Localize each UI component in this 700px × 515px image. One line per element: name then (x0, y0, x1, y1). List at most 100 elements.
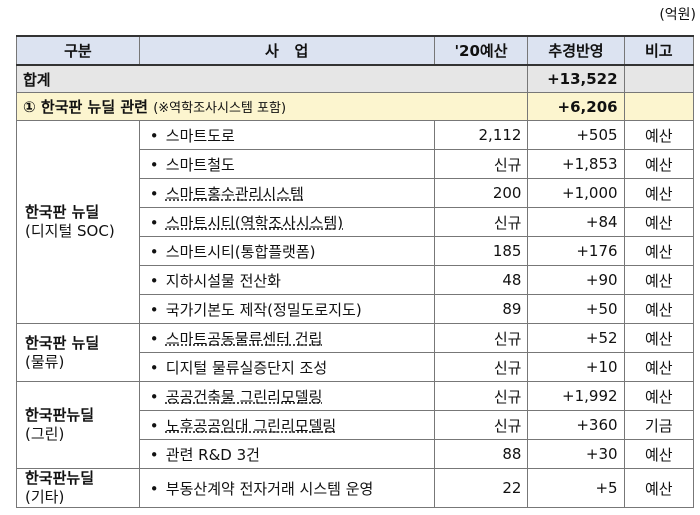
project-name-cell: • 스마트시티(역학조사시스템) (138, 207, 435, 237)
bullet-icon: • (149, 155, 159, 174)
project-name: 스마트공동물류센터 건립 (165, 329, 323, 348)
project-name: 공공건축물 그린리모델링 (165, 387, 323, 406)
group-category: 한국판 뉴딜 (물류) (16, 323, 140, 382)
bullet-icon: • (149, 213, 159, 232)
header-row: 구분 사 업 '20예산 추경반영 비고 (16, 35, 695, 66)
group-category: 한국판뉴딜 (그린) (16, 381, 140, 469)
project-name: 스마트시티(역학조사시스템) (165, 213, 344, 232)
project-name-cell: • 부동산계약 전자거래 시스템 운영 (138, 468, 435, 508)
bullet-icon: • (149, 271, 159, 290)
subtotal-label: ① 한국판 뉴딜 관련 (23, 98, 148, 116)
header-project: 사 업 (138, 35, 435, 66)
note-value: 예산 (623, 439, 695, 469)
note-value: 예산 (623, 381, 695, 411)
table-row: 한국판뉴딜 (그린) • 공공건축물 그린리모델링 신규 +1,992 예산 (16, 381, 695, 469)
project-name-cell: • 노후공공임대 그린리모델링 (138, 410, 435, 440)
table-row: 한국판 뉴딜 (디지털 SOC) • 스마트도로 2,112 +505 예산 (16, 120, 695, 324)
header-supplementary: 추경반영 (527, 35, 625, 66)
project-name-cell: • 관련 R&D 3건 (138, 439, 435, 469)
note-value: 예산 (623, 468, 695, 508)
supplementary-value: +10 (527, 352, 625, 382)
supplementary-value: +90 (527, 265, 625, 295)
bullet-icon: • (149, 329, 159, 348)
supplementary-value: +505 (527, 120, 625, 150)
budget-2020: 신규 (433, 352, 529, 382)
subtotal-row: ① 한국판 뉴딜 관련 (※역학조사시스템 포함) +6,206 (15, 92, 695, 121)
bullet-icon: • (149, 445, 159, 464)
header-note: 비고 (623, 35, 695, 66)
header-category: 구분 (16, 35, 140, 66)
total-value: +13,522 (527, 64, 625, 93)
supplementary-value: +52 (527, 323, 625, 353)
project-name: 디지털 물류실증단지 조성 (165, 358, 328, 377)
group-subtitle: (기타) (25, 488, 65, 506)
budget-2020: 48 (433, 265, 529, 295)
budget-2020: 22 (433, 468, 529, 508)
table-row: • 스마트시티(통합플랫폼) 185 +176 예산 (17, 236, 695, 266)
group-title: 한국판뉴딜 (25, 469, 95, 488)
project-name-cell: • 국가기본도 제작(정밀도로지도) (138, 294, 435, 324)
group-title: 한국판 뉴딜 (25, 333, 100, 352)
group-title: 한국판뉴딜 (25, 406, 95, 424)
project-name: 부동산계약 전자거래 시스템 운영 (165, 479, 374, 498)
group-title: 한국판 뉴딜 (25, 203, 100, 221)
project-name-cell: • 스마트시티(통합플랫폼) (138, 236, 435, 266)
project-name-cell: • 공공건축물 그린리모델링 (138, 381, 435, 411)
bullet-icon: • (149, 300, 159, 319)
project-name: 스마트시티(통합플랫폼) (165, 242, 316, 261)
group-category: 한국판 뉴딜 (디지털 SOC) (16, 120, 140, 324)
note-value: 기금 (623, 410, 695, 440)
subtotal-value: +6,206 (527, 92, 625, 121)
budget-2020: 2,112 (433, 120, 529, 150)
note-value: 예산 (623, 236, 695, 266)
project-name-cell: • 스마트도로 (138, 120, 435, 150)
supplementary-value: +360 (527, 410, 625, 440)
table-row: • 스마트철도 신규 +1,853 예산 (17, 149, 695, 179)
bullet-icon: • (149, 358, 159, 377)
header-budget2020: '20예산 (433, 35, 529, 66)
supplementary-value: +1,000 (527, 178, 625, 208)
budget-2020: 88 (433, 439, 529, 469)
project-name: 국가기본도 제작(정밀도로지도) (165, 300, 362, 319)
note-value: 예산 (623, 178, 695, 208)
bullet-icon: • (149, 126, 159, 145)
unit-label: (억원) (659, 7, 696, 23)
project-name-cell: • 스마트홍수관리시스템 (138, 178, 435, 208)
group-subtitle: (그린) (25, 425, 65, 443)
table-row: • 디지털 물류실증단지 조성 신규 +10 예산 (17, 352, 695, 382)
project-name-cell: • 디지털 물류실증단지 조성 (138, 352, 435, 382)
project-name-cell: • 스마트철도 (138, 149, 435, 179)
bullet-icon: • (149, 184, 159, 203)
supplementary-value: +176 (527, 236, 625, 266)
note-value: 예산 (623, 294, 695, 324)
bullet-icon: • (149, 242, 159, 261)
budget-table: 구분 사 업 '20예산 추경반영 비고 합계 +13,522 ① 한국판 뉴딜… (15, 35, 695, 508)
project-name: 관련 R&D 3건 (165, 445, 260, 464)
total-label: 합계 (15, 64, 529, 93)
project-name-cell: • 스마트공동물류센터 건립 (138, 323, 435, 353)
bullet-icon: • (149, 416, 159, 435)
group-subtitle: (물류) (25, 352, 65, 371)
budget-2020: 신규 (433, 323, 529, 353)
table-row: • 관련 R&D 3건 88 +30 예산 (17, 439, 695, 469)
supplementary-value: +50 (527, 294, 625, 324)
budget-2020: 신규 (433, 381, 529, 411)
project-name: 스마트도로 (165, 126, 235, 145)
supplementary-value: +84 (527, 207, 625, 237)
supplementary-value: +1,992 (527, 381, 625, 411)
note-value: 예산 (623, 207, 695, 237)
note-value: 예산 (623, 352, 695, 382)
supplementary-value: +30 (527, 439, 625, 469)
budget-2020: 89 (433, 294, 529, 324)
project-name: 스마트철도 (165, 155, 235, 174)
note-value: 예산 (623, 323, 695, 353)
budget-2020: 185 (433, 236, 529, 266)
table-row: 한국판 뉴딜 (물류) • 스마트공동물류센터 건립 신규 +52 예산 (16, 323, 695, 382)
supplementary-value: +1,853 (527, 149, 625, 179)
note-value: 예산 (623, 265, 695, 295)
subtotal-note-cell (623, 92, 695, 121)
total-row: 합계 +13,522 (15, 64, 695, 93)
note-value: 예산 (623, 149, 695, 179)
project-name: 스마트홍수관리시스템 (165, 184, 304, 203)
budget-2020: 신규 (433, 410, 529, 440)
